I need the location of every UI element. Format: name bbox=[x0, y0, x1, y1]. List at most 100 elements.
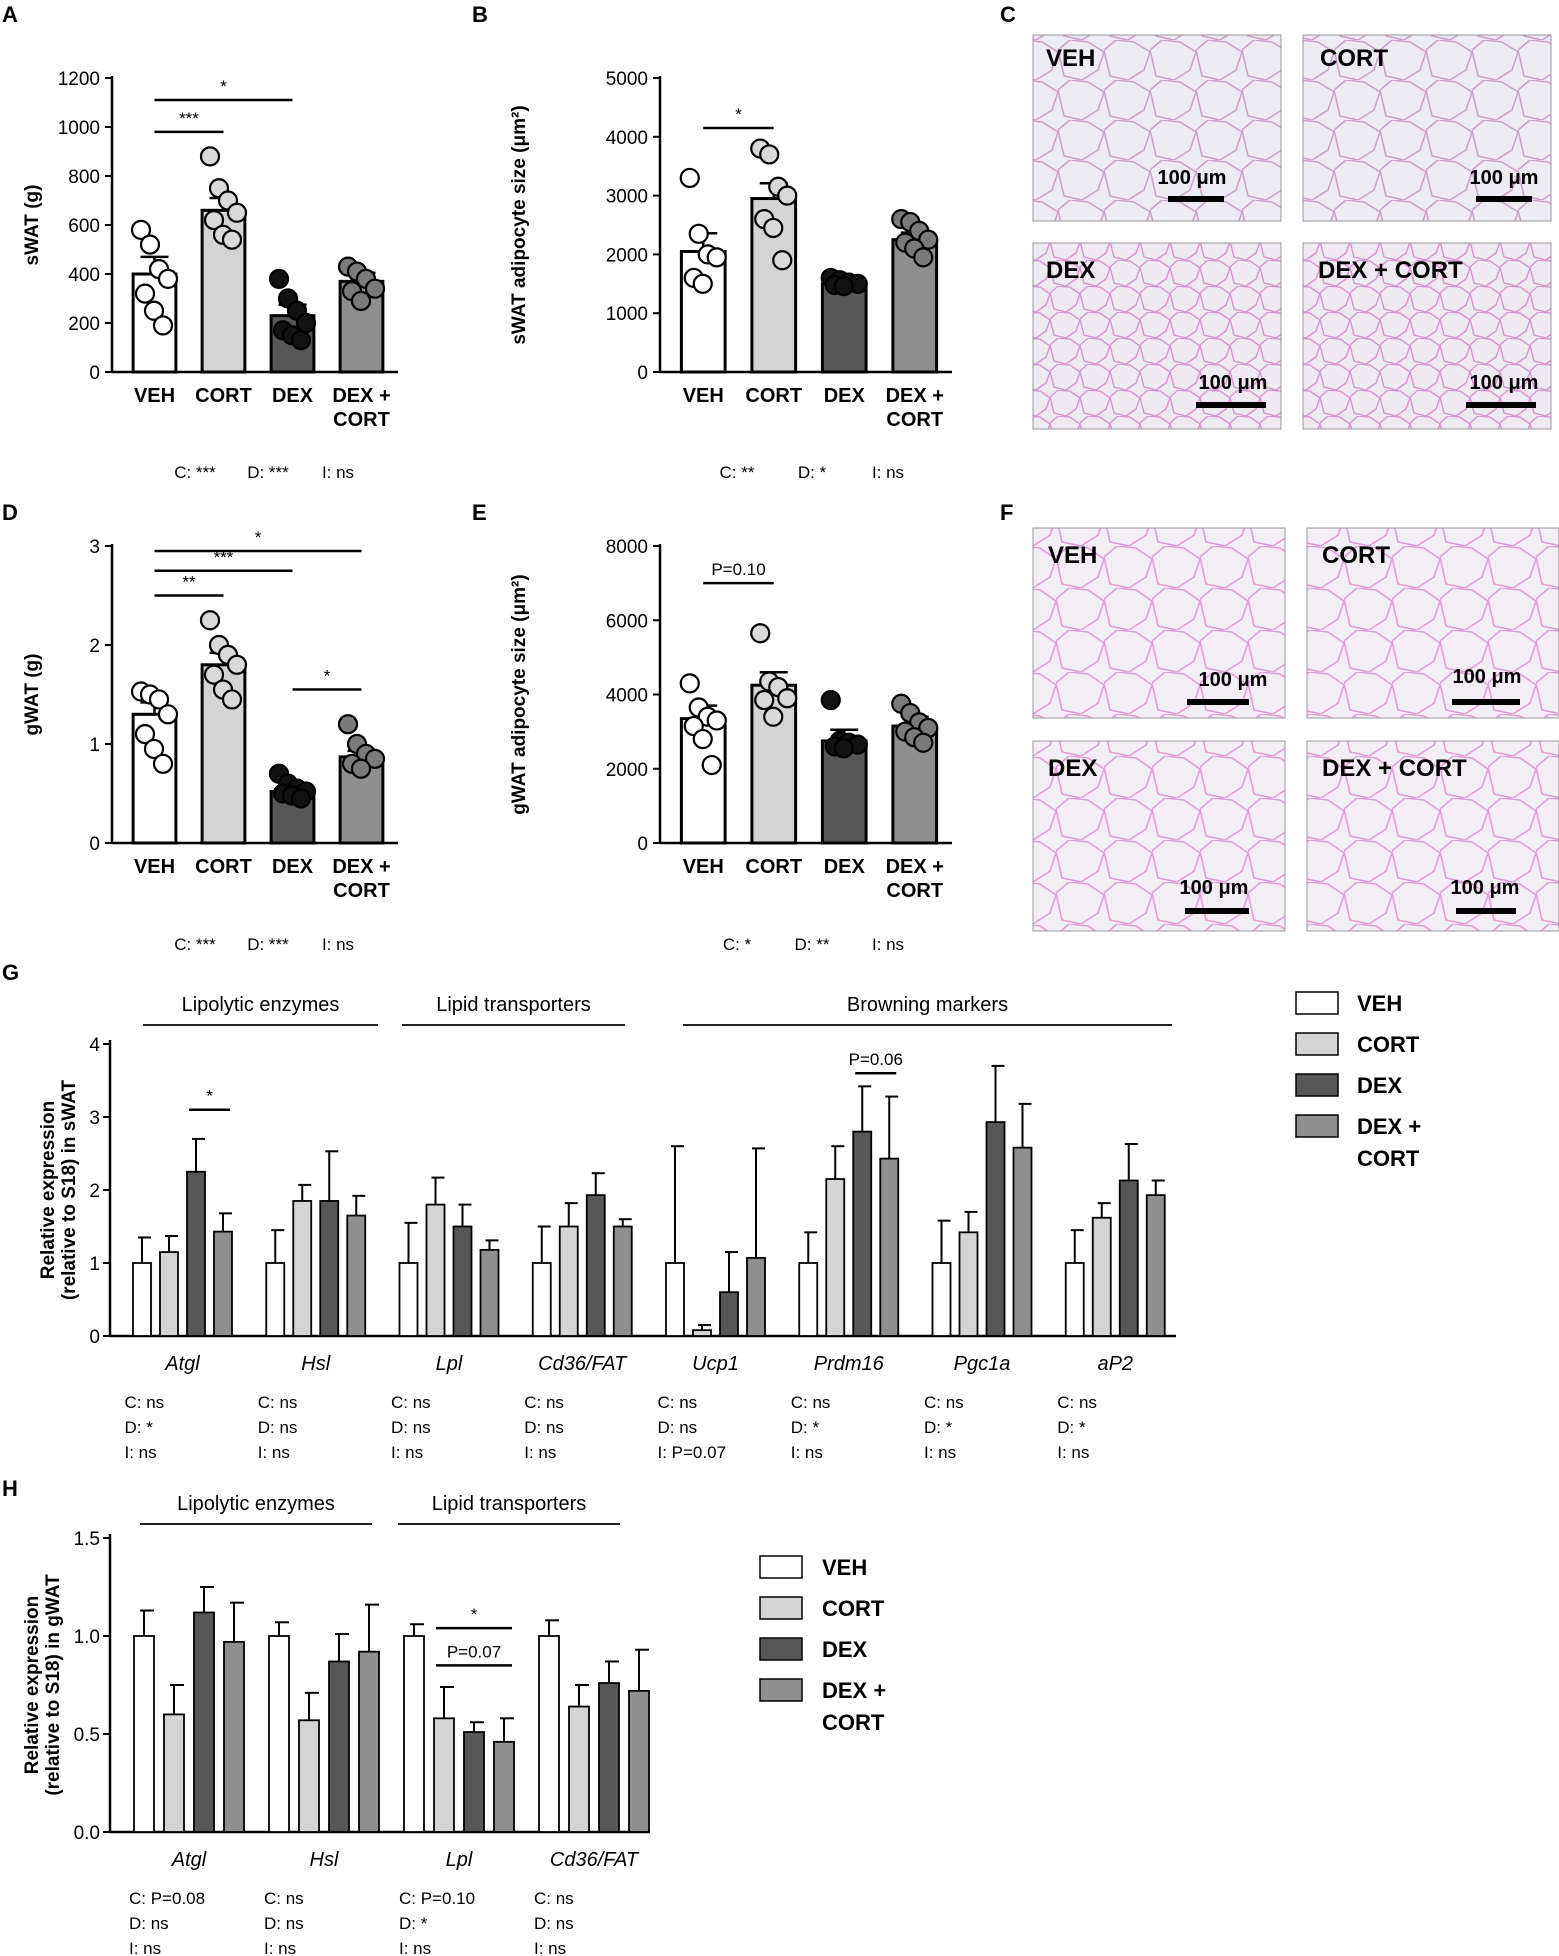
data-point bbox=[772, 250, 793, 271]
y-tick-label: 2000 bbox=[606, 245, 648, 266]
category-label: VEH bbox=[134, 856, 175, 878]
histology-panel-c: VEH 100 μm CORT 100 μm DEX 100 μm DEX + … bbox=[1032, 34, 1552, 430]
scale-bar bbox=[1185, 908, 1249, 914]
y-tick-label: 0 bbox=[89, 363, 100, 384]
bar bbox=[213, 1230, 233, 1337]
data-point bbox=[679, 167, 700, 189]
scale-bar-label: 100 μm bbox=[1199, 669, 1268, 691]
anova-stat-label: C: *** bbox=[174, 935, 216, 954]
data-point bbox=[706, 247, 727, 268]
category-label: DEX bbox=[824, 856, 866, 878]
bar bbox=[531, 1262, 552, 1337]
bar bbox=[798, 1262, 819, 1337]
anova-stat-label: I: ns bbox=[1057, 1443, 1089, 1462]
y-tick-label: 800 bbox=[68, 167, 100, 188]
anova-stat-label: D: ns bbox=[391, 1418, 431, 1437]
bar bbox=[879, 1157, 900, 1337]
anova-stat-label: C: * bbox=[723, 935, 752, 954]
data-point bbox=[226, 202, 248, 223]
anova-stat-label: I: ns bbox=[322, 935, 354, 954]
bar bbox=[479, 1248, 500, 1337]
anova-stat-label: C: ns bbox=[534, 1889, 574, 1908]
histology-image-dex-cort bbox=[1302, 242, 1552, 430]
significance-label: ** bbox=[182, 573, 196, 592]
bar bbox=[958, 1231, 979, 1337]
anova-stat-label: D: ns bbox=[264, 1914, 304, 1933]
y-tick-label: 3 bbox=[89, 1108, 100, 1129]
anova-stat-label: C: ns bbox=[658, 1393, 698, 1412]
data-point bbox=[913, 247, 934, 268]
panel-label-h: H bbox=[2, 1476, 18, 1501]
bar bbox=[163, 1713, 185, 1833]
data-point bbox=[759, 144, 780, 165]
anova-stat-label: I: ns bbox=[924, 1443, 956, 1462]
bar bbox=[1118, 1179, 1139, 1337]
y-axis-label: (relative to S18) in gWAT bbox=[43, 1574, 64, 1796]
histology-image-cort bbox=[1302, 34, 1552, 222]
y-tick-label: 2000 bbox=[606, 760, 648, 781]
scale-bar bbox=[1168, 196, 1224, 202]
anova-stat-label: C: *** bbox=[174, 463, 216, 482]
anova-stat-label: D: * bbox=[798, 463, 827, 482]
bar bbox=[132, 1262, 152, 1337]
data-point bbox=[777, 688, 798, 709]
bar bbox=[820, 282, 868, 374]
data-point bbox=[290, 788, 312, 809]
bar bbox=[159, 1251, 179, 1337]
y-tick-label: 1000 bbox=[58, 118, 100, 139]
category-label: DEX + bbox=[886, 385, 944, 407]
data-point bbox=[134, 723, 156, 745]
panel-label-g: G bbox=[2, 960, 19, 985]
bar bbox=[358, 1650, 380, 1833]
anova-stat-label: I: ns bbox=[399, 1939, 431, 1956]
anova-stat-label: I: ns bbox=[322, 463, 354, 482]
anova-stat-label: D: * bbox=[1057, 1418, 1086, 1437]
data-point bbox=[701, 754, 722, 776]
category-label: DEX + bbox=[332, 856, 390, 878]
histology-label: VEH bbox=[1046, 45, 1095, 72]
data-point bbox=[706, 710, 727, 731]
significance-label: * bbox=[255, 528, 262, 547]
bar bbox=[268, 1635, 290, 1833]
bar bbox=[985, 1121, 1006, 1337]
panel-label-a: A bbox=[2, 2, 18, 27]
category-label: CORT bbox=[333, 409, 390, 431]
legend-swatch-dex bbox=[1295, 1073, 1339, 1097]
data-point bbox=[692, 728, 713, 750]
y-axis-label: (relative to S18) in sWAT bbox=[59, 1079, 80, 1300]
anova-stat-label: D: * bbox=[399, 1914, 428, 1933]
gene-label: Pgc1a bbox=[954, 1353, 1011, 1375]
gene-label: Hsl bbox=[310, 1849, 339, 1871]
data-point bbox=[152, 315, 174, 336]
anova-stat-label: I: ns bbox=[534, 1939, 566, 1956]
legend-swatch-dex bbox=[759, 1637, 803, 1661]
bar bbox=[825, 1178, 846, 1337]
anova-stat-label: C: P=0.08 bbox=[129, 1889, 205, 1908]
data-point bbox=[688, 223, 709, 244]
bar bbox=[1091, 1216, 1112, 1337]
anova-stat-label: D: ** bbox=[795, 935, 830, 954]
bar bbox=[298, 1719, 320, 1833]
anova-stat-label: D: ns bbox=[258, 1418, 298, 1437]
data-point bbox=[290, 330, 312, 351]
bar bbox=[193, 1611, 215, 1833]
y-tick-label: 0.5 bbox=[74, 1725, 100, 1746]
y-tick-label: 1200 bbox=[58, 69, 100, 90]
significance-label: P=0.06 bbox=[849, 1050, 903, 1069]
bar bbox=[585, 1194, 606, 1337]
significance-label: *** bbox=[179, 109, 199, 128]
significance-label: P=0.07 bbox=[447, 1642, 501, 1661]
panel-label-e: E bbox=[472, 500, 487, 525]
scale-bar bbox=[1196, 402, 1266, 408]
y-axis-label: sWAT (g) bbox=[22, 185, 43, 266]
y-tick-label: 0 bbox=[637, 834, 648, 855]
histology-image-dex bbox=[1032, 242, 1282, 430]
data-point bbox=[350, 290, 372, 312]
bar bbox=[665, 1262, 685, 1337]
y-tick-label: 600 bbox=[68, 216, 100, 237]
category-label: VEH bbox=[134, 385, 175, 407]
y-tick-label: 200 bbox=[68, 314, 100, 335]
bar bbox=[493, 1740, 515, 1833]
anova-stat-label: D: * bbox=[791, 1418, 820, 1437]
data-point bbox=[777, 185, 798, 206]
